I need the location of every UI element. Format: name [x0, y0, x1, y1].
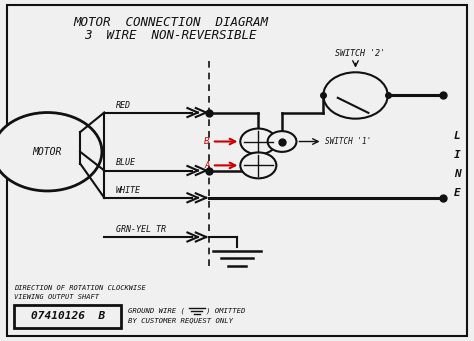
Circle shape	[240, 152, 276, 178]
Text: GRN-YEL TR: GRN-YEL TR	[116, 225, 166, 234]
Text: MOTOR: MOTOR	[33, 147, 62, 157]
Text: E: E	[454, 188, 461, 198]
Text: GROUND WIRE (: GROUND WIRE (	[128, 307, 185, 314]
Text: I: I	[454, 150, 461, 160]
Text: VIEWING OUTPUT SHAFT: VIEWING OUTPUT SHAFT	[14, 294, 99, 300]
Text: SWITCH '1': SWITCH '1'	[325, 137, 371, 146]
FancyBboxPatch shape	[7, 5, 467, 336]
Text: 07410126  B: 07410126 B	[31, 311, 105, 322]
Text: B: B	[204, 137, 210, 146]
Text: 3  WIRE  NON-REVERSIBLE: 3 WIRE NON-REVERSIBLE	[84, 29, 257, 42]
FancyBboxPatch shape	[14, 305, 121, 328]
Text: ) OMITTED: ) OMITTED	[206, 307, 246, 314]
Text: MOTOR  CONNECTION  DIAGRAM: MOTOR CONNECTION DIAGRAM	[73, 16, 268, 29]
Text: A: A	[204, 161, 210, 170]
Text: L: L	[454, 131, 461, 142]
Text: BLUE: BLUE	[116, 159, 136, 167]
Circle shape	[0, 113, 102, 191]
Text: DIRECTION OF ROTATION CLOCKWISE: DIRECTION OF ROTATION CLOCKWISE	[14, 285, 146, 291]
Text: SWITCH '2': SWITCH '2'	[335, 49, 385, 58]
Circle shape	[323, 72, 388, 119]
Circle shape	[240, 129, 276, 154]
Circle shape	[268, 131, 296, 152]
Text: BY CUSTOMER REQUEST ONLY: BY CUSTOMER REQUEST ONLY	[128, 317, 233, 323]
Text: N: N	[454, 169, 461, 179]
Text: WHITE: WHITE	[116, 186, 141, 195]
Text: RED: RED	[116, 101, 131, 109]
